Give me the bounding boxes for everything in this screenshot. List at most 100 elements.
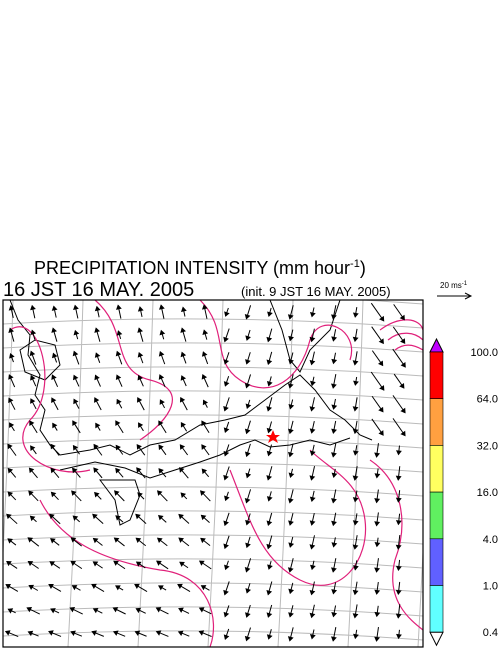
wind-arrow-head <box>158 350 165 357</box>
wind-arrow-head <box>352 428 359 435</box>
wind-arrow-head <box>198 607 205 613</box>
parallel <box>3 342 423 353</box>
wind-arrow-head <box>73 329 80 336</box>
wind-arrow-head <box>51 305 58 311</box>
wind-arrow-head <box>158 304 165 310</box>
wind-arrow-head <box>287 314 294 320</box>
wind-arrow-head <box>223 543 229 550</box>
wind-arrow-head <box>137 306 144 312</box>
wind-arrow-head <box>352 613 359 619</box>
wind-arrow-head <box>288 520 294 526</box>
wind-arrow-head <box>116 398 122 405</box>
wind-arrow-head <box>378 406 384 413</box>
wind-arrow-head <box>378 430 384 436</box>
wind-arrow-head <box>94 352 101 358</box>
wind-arrow-head <box>309 475 316 481</box>
wind-arrow-head <box>178 607 184 613</box>
wind-arrow-head <box>6 513 12 520</box>
wind-arrow-head <box>52 422 58 429</box>
parallel <box>3 606 423 617</box>
wind-arrow-head <box>223 634 230 640</box>
wind-arrow-head <box>155 607 162 613</box>
wind-arrow-head <box>287 636 294 642</box>
wind-arrow-head <box>352 589 359 596</box>
wind-arrow-head <box>224 564 230 571</box>
wind-arrow-head <box>374 498 381 504</box>
wind-arrow-head <box>352 565 359 571</box>
wind-arrow-head <box>310 564 316 571</box>
wind-arrow-head <box>28 584 35 591</box>
wind-arrow-head <box>352 406 359 412</box>
wind-arrow-head <box>50 608 56 614</box>
wind-arrow-head <box>223 474 229 481</box>
wind-arrow-head <box>352 312 359 318</box>
wind-arrow-head <box>331 358 338 365</box>
wind-arrow-head <box>202 329 209 335</box>
contour <box>199 300 353 389</box>
wind-arrow-head <box>8 374 14 380</box>
wind-arrow-head <box>135 561 142 567</box>
wind-arrow-head <box>266 336 273 343</box>
colorbar-label: 64.0 <box>477 394 498 406</box>
wind-arrow-head <box>9 353 15 359</box>
wind-arrow-head <box>94 491 100 498</box>
wind-arrow-head <box>135 537 142 544</box>
wind-arrow-head <box>288 588 295 595</box>
wind-arrow-head <box>374 611 381 618</box>
wind-arrow-head <box>395 613 402 619</box>
wind-arrow-head <box>48 630 54 636</box>
wind-arrow-head <box>95 422 101 429</box>
colorbar-over <box>429 337 444 353</box>
wind-arrow-head <box>309 311 316 318</box>
wind-arrow-head <box>331 404 338 410</box>
wind-arrow-head <box>309 589 316 596</box>
wind-arrow-head <box>266 634 273 640</box>
wind-arrow-head <box>72 515 79 521</box>
wind-arrow-head <box>30 329 37 336</box>
wind-arrow-head <box>331 612 338 618</box>
wind-arrow-head <box>244 314 251 320</box>
colorbar-label: 0.4 <box>483 627 498 639</box>
wind-arrow-head <box>180 351 187 358</box>
wind-arrow-head <box>91 630 97 636</box>
wind-arrow-head <box>374 542 381 548</box>
wind-arrow-head <box>202 399 209 406</box>
wind-arrow-head <box>156 490 163 496</box>
wind-arrow-head <box>112 630 119 636</box>
wind-arrow-head <box>201 351 208 357</box>
wind-arrow-head <box>288 404 295 410</box>
wind-arrow-head <box>399 382 405 389</box>
wind-arrow-head <box>331 520 337 527</box>
wind-arrow-head <box>72 467 78 474</box>
wind-arrow-head <box>223 405 229 412</box>
wind-arrow-head <box>399 314 405 321</box>
wind-arrow-head <box>244 567 251 573</box>
wind-arrow-head <box>378 338 384 345</box>
wind-arrow-head <box>92 537 99 544</box>
wind-arrow-head <box>156 537 163 543</box>
wind-arrow-head <box>178 537 184 543</box>
wind-arrow-head <box>395 520 402 526</box>
wind-arrow-head <box>50 467 56 474</box>
wind-arrow-head <box>137 374 143 381</box>
wind-arrow-head <box>115 350 122 357</box>
wind-arrow-head <box>266 450 273 457</box>
wind-arrow-head <box>395 544 402 550</box>
wind-arrow-head <box>30 304 36 311</box>
meridian <box>417 542 423 647</box>
wind-arrow-head <box>374 636 380 642</box>
colorbar-label: 1.0 <box>483 581 498 593</box>
wind-arrow-head <box>92 513 98 520</box>
wind-arrow-head <box>48 583 54 590</box>
wind-arrow-head <box>27 537 34 543</box>
wind-arrow-head <box>379 385 385 391</box>
wind-arrow-head <box>309 450 316 457</box>
wind-arrow-head <box>353 633 359 640</box>
wind-arrow-head <box>201 304 208 310</box>
meridian <box>137 300 154 647</box>
wind-arrow-head <box>244 382 251 389</box>
wind-arrow-head <box>30 374 36 381</box>
island-west <box>19 339 61 381</box>
wind-arrow-head <box>71 585 78 591</box>
wind-arrow-head <box>156 560 162 566</box>
